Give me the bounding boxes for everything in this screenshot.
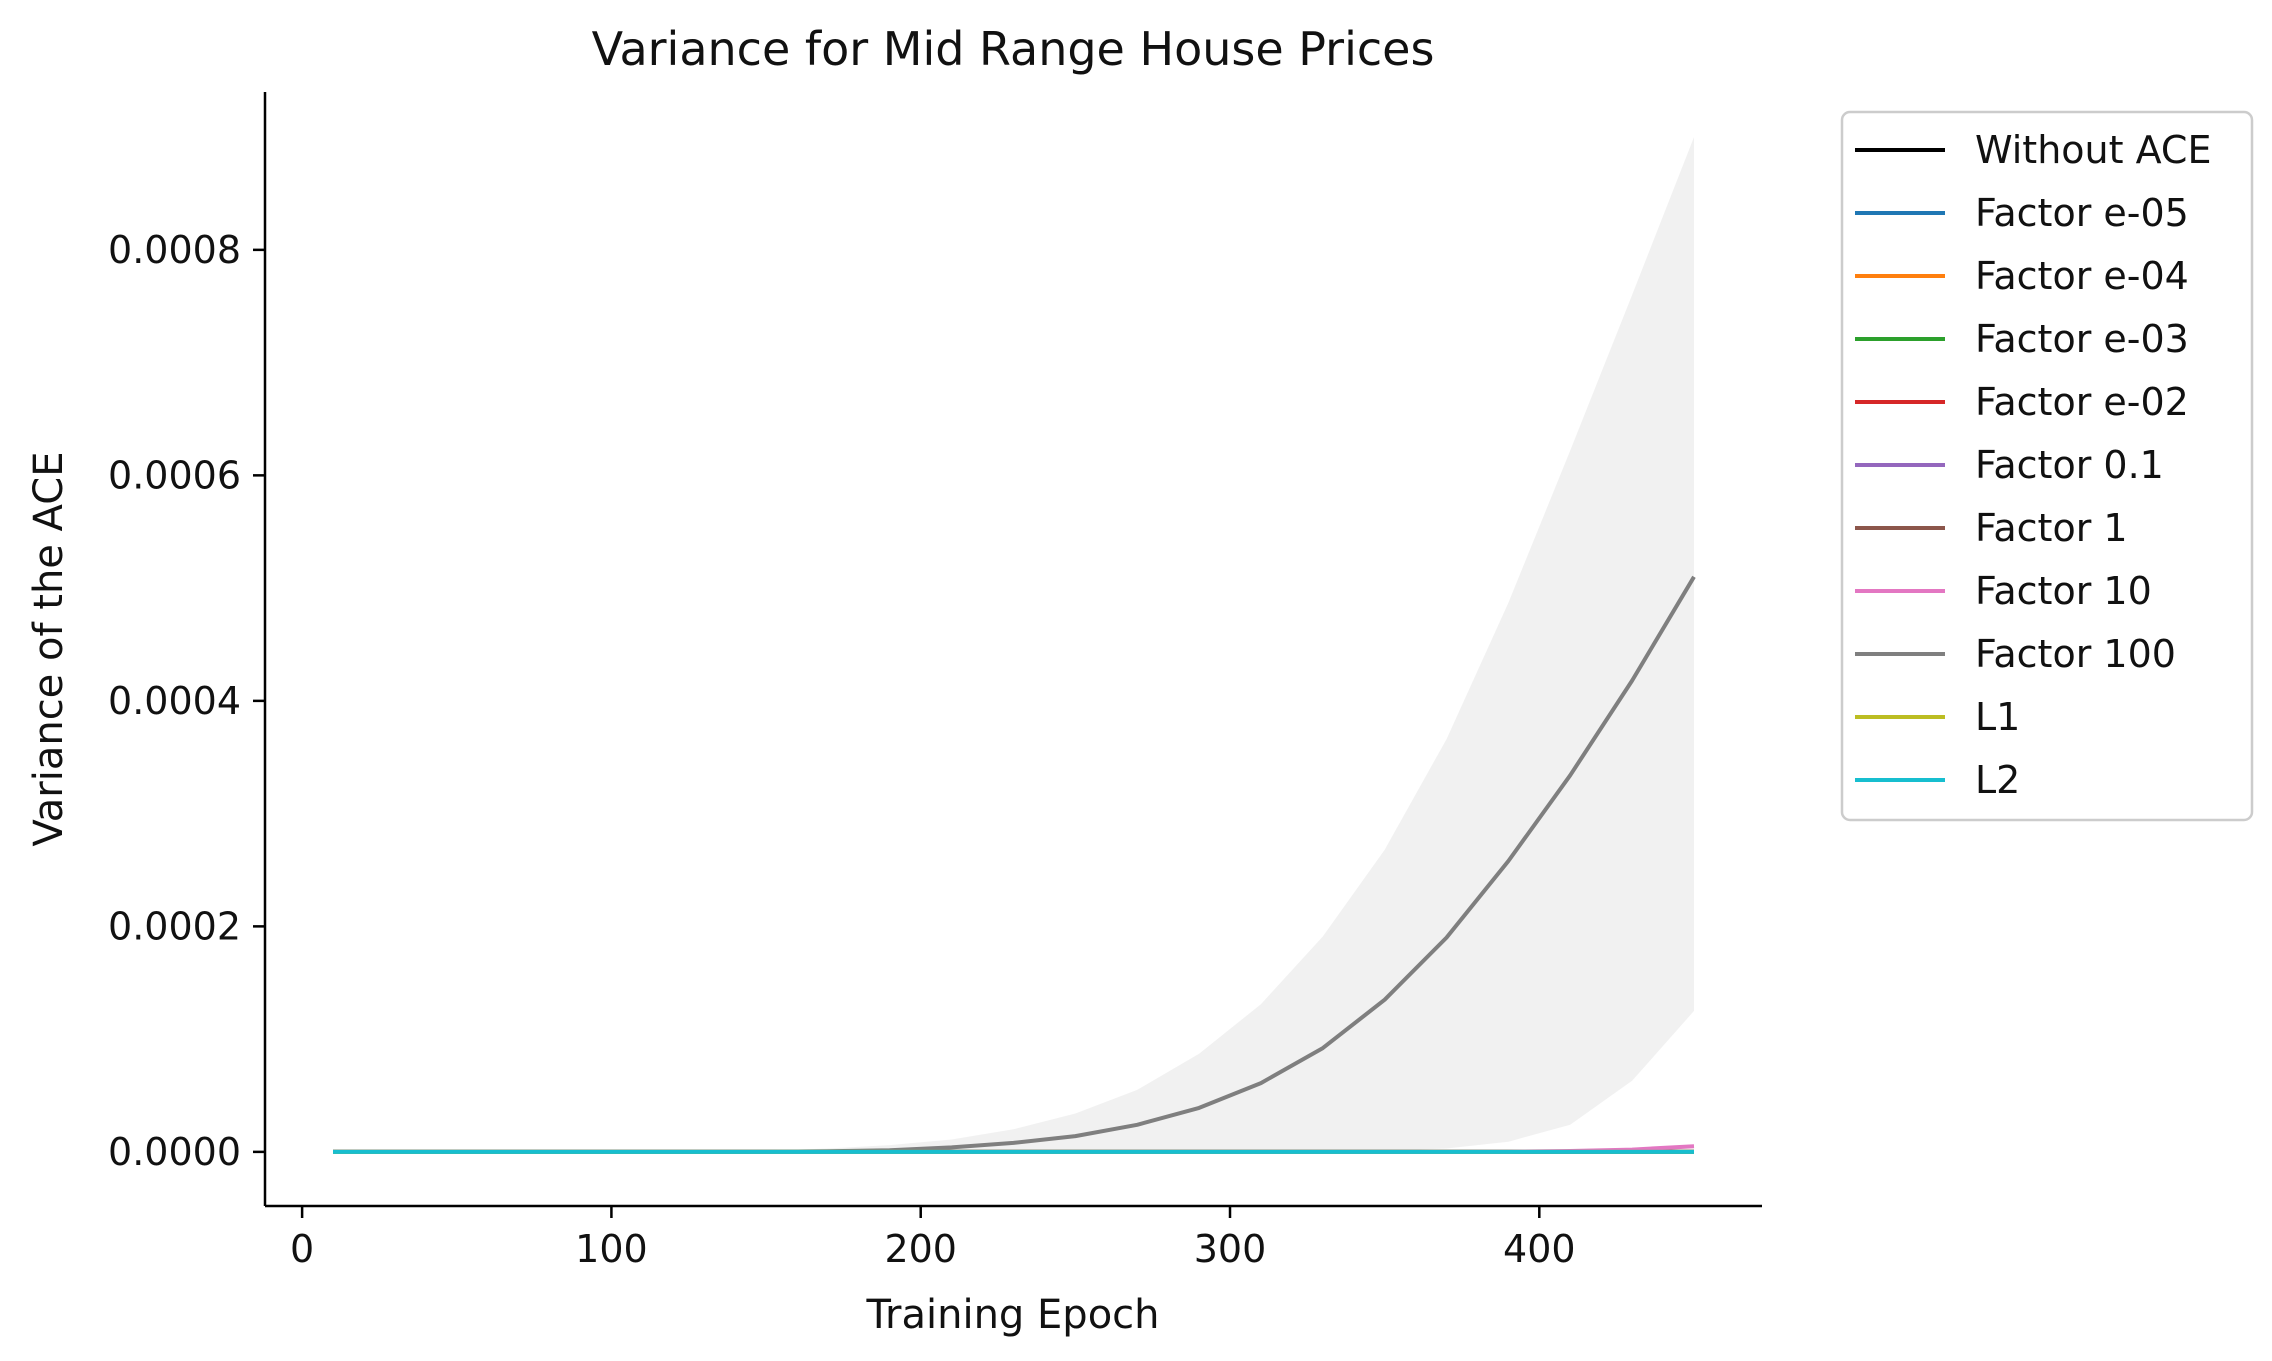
legend-item-factor-0-1: Factor 0.1 bbox=[1855, 443, 2164, 487]
axes bbox=[263, 92, 1762, 1208]
x-tick-label: 0 bbox=[290, 1227, 314, 1271]
x-ticks: 0 100 200 300 400 bbox=[290, 1206, 1576, 1271]
legend-item-factor-e-04: Factor e-04 bbox=[1855, 254, 2189, 298]
y-tick-label: 0.0000 bbox=[108, 1130, 241, 1174]
legend-label: L2 bbox=[1975, 758, 2020, 802]
legend-label: Factor e-03 bbox=[1975, 317, 2189, 361]
y-ticks: 0.0000 0.0002 0.0004 0.0006 0.0008 bbox=[108, 228, 265, 1174]
legend-label: Factor 1 bbox=[1975, 506, 2128, 550]
legend-item-factor-e-02: Factor e-02 bbox=[1855, 380, 2189, 424]
x-tick-label: 200 bbox=[884, 1227, 957, 1271]
legend-label: Factor 0.1 bbox=[1975, 443, 2164, 487]
legend-item-factor-e-05: Factor e-05 bbox=[1855, 191, 2189, 235]
legend-label: Factor e-02 bbox=[1975, 380, 2189, 424]
band-factor-100 bbox=[333, 137, 1694, 1152]
legend-item-factor-e-03: Factor e-03 bbox=[1855, 317, 2189, 361]
legend-frame bbox=[1840, 110, 2254, 822]
chart-title: Variance for Mid Range House Prices bbox=[592, 22, 1435, 76]
x-tick-label: 400 bbox=[1503, 1227, 1576, 1271]
legend-label: Factor e-05 bbox=[1975, 191, 2189, 235]
legend-item-factor-100: Factor 100 bbox=[1855, 632, 2176, 676]
legend: Without ACE Factor e-05 Factor e-04 Factor … bbox=[1840, 110, 2254, 822]
confidence-band-layer bbox=[333, 137, 1694, 1152]
legend-items: Without ACE Factor e-05 Factor e-04 Factor … bbox=[1855, 128, 2211, 802]
legend-item-l2: L2 bbox=[1855, 758, 2020, 802]
series-layer bbox=[333, 575, 1696, 1154]
legend-label: Factor 100 bbox=[1975, 632, 2176, 676]
legend-item-factor-1: Factor 1 bbox=[1855, 506, 2128, 550]
y-tick-label: 0.0002 bbox=[108, 904, 241, 948]
y-axis-label: Variance of the ACE bbox=[26, 452, 72, 847]
y-tick-label: 0.0008 bbox=[108, 228, 241, 272]
legend-item-l1: L1 bbox=[1855, 695, 2020, 739]
legend-label: Factor 10 bbox=[1975, 569, 2152, 613]
x-tick-label: 300 bbox=[1194, 1227, 1267, 1271]
legend-item-factor-10: Factor 10 bbox=[1855, 569, 2152, 613]
x-axis-label: Training Epoch bbox=[865, 1292, 1159, 1338]
legend-item-without-ace: Without ACE bbox=[1855, 128, 2211, 172]
legend-label: Factor e-04 bbox=[1975, 254, 2189, 298]
y-tick-label: 0.0004 bbox=[108, 679, 241, 723]
legend-label: L1 bbox=[1975, 695, 2020, 739]
x-tick-label: 100 bbox=[575, 1227, 648, 1271]
y-tick-label: 0.0006 bbox=[108, 453, 241, 497]
legend-label: Without ACE bbox=[1975, 128, 2211, 172]
